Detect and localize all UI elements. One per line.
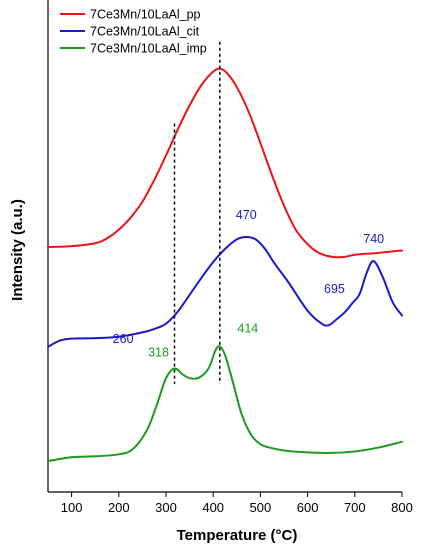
annotation-260: 260 (113, 332, 134, 346)
annotation-470: 470 (236, 208, 257, 222)
series-line-2 (47, 235, 403, 348)
y-axis-title: Intensity (a.u.) (9, 199, 26, 301)
x-tick-label: 500 (250, 500, 272, 515)
legend-label-3: 7Ce3Mn/10LaAl_imp (90, 42, 207, 56)
annotation-318: 318 (148, 346, 169, 360)
annotation-695: 695 (324, 282, 345, 296)
x-tick-label: 400 (202, 500, 224, 515)
x-axis-title: Temperature (°C) (177, 527, 298, 544)
annotation-414: 414 (237, 321, 258, 335)
legend-label-1: 7Ce3Mn/10LaAl_pp (90, 8, 201, 22)
x-tick-label: 800 (391, 500, 413, 515)
x-tick-label: 300 (155, 500, 177, 515)
x-tick-label: 100 (61, 500, 83, 515)
annotation-740: 740 (363, 232, 384, 246)
x-tick-label: 600 (297, 500, 319, 515)
series-line-3 (47, 345, 403, 463)
x-tick-label: 700 (344, 500, 366, 515)
x-tick-label: 200 (108, 500, 130, 515)
series-line-1 (47, 67, 403, 259)
legend-label-2: 7Ce3Mn/10LaAl_cit (90, 25, 200, 39)
